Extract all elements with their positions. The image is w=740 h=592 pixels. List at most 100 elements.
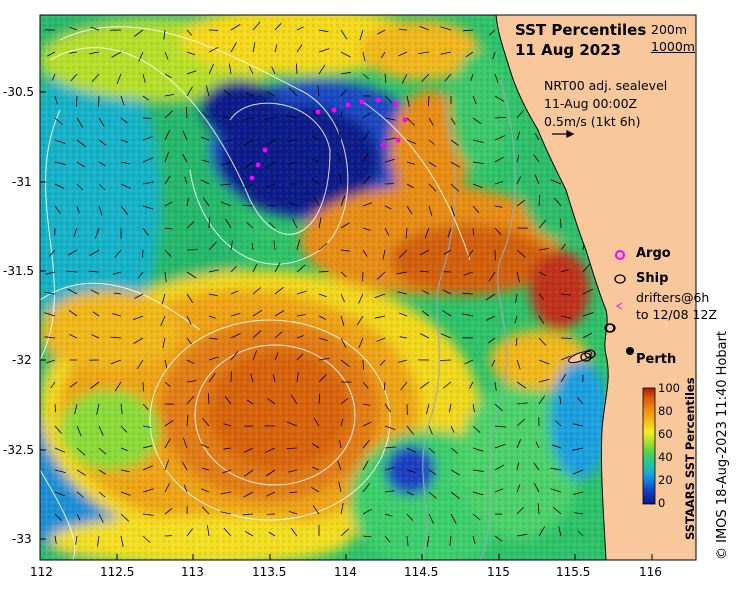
cb-tick-100: 100 <box>658 381 680 395</box>
current-vector <box>428 447 435 454</box>
current-vector <box>133 29 144 37</box>
current-vector <box>362 249 368 257</box>
current-vector <box>406 469 416 473</box>
current-time: 11-Aug 00:00Z <box>544 96 638 111</box>
current-vector <box>76 161 86 168</box>
current-vector <box>384 446 396 449</box>
current-vector <box>164 359 168 369</box>
x-tick-112-5: 112.5 <box>100 565 135 579</box>
current-vector <box>286 421 298 427</box>
x-tick-116: 116 <box>639 565 662 579</box>
current-vector <box>229 63 232 75</box>
current-vector <box>428 205 433 217</box>
current-vector <box>69 51 78 54</box>
current-vector <box>246 222 254 229</box>
current-vector <box>494 73 499 83</box>
current-vector <box>442 309 452 317</box>
current-vector <box>223 447 232 450</box>
current-vector <box>428 183 437 192</box>
current-vector <box>182 153 188 163</box>
current-vector <box>467 249 474 258</box>
current-vector <box>120 425 128 433</box>
current-vector <box>207 525 210 537</box>
current-vector <box>186 380 197 383</box>
current-vector <box>74 403 78 415</box>
current-vector <box>488 271 496 282</box>
sst-field <box>40 15 696 560</box>
current-vector <box>200 179 210 185</box>
current-vector <box>516 271 520 283</box>
x-tick-115: 115 <box>487 565 510 579</box>
current-vector <box>384 513 393 517</box>
current-vector <box>558 526 562 537</box>
current-vector <box>243 161 254 169</box>
current-vector <box>66 270 78 273</box>
current-vector <box>488 29 496 36</box>
x-tick-114-5: 114.5 <box>404 565 439 579</box>
current-vector <box>516 462 520 471</box>
current-vector <box>296 63 298 75</box>
current-vector <box>340 71 351 75</box>
current-vector <box>76 469 86 476</box>
current-vector <box>384 137 396 141</box>
current-vector <box>142 381 144 392</box>
current-vector <box>98 183 106 191</box>
current-vector <box>384 490 395 493</box>
current-vector <box>69 26 78 31</box>
current-vector <box>164 381 171 388</box>
current-vector <box>76 205 80 214</box>
current-vector <box>582 332 592 339</box>
current-vector <box>538 293 545 300</box>
current-vector <box>230 290 239 295</box>
current-vector <box>450 425 455 433</box>
current-vector <box>311 466 320 471</box>
current-vector <box>248 66 254 75</box>
current-vector <box>251 242 254 251</box>
current-vector <box>447 227 452 238</box>
current-vector <box>202 197 210 207</box>
current-vector <box>582 312 594 317</box>
y-tick-32-5: -32.5 <box>3 443 35 457</box>
current-vector <box>138 51 144 62</box>
current-vector <box>142 445 153 449</box>
current-vector <box>318 217 322 229</box>
current-vector <box>362 535 372 538</box>
current-vector <box>443 381 452 389</box>
current-vector <box>464 359 474 365</box>
current-vector <box>288 469 298 473</box>
current-vector <box>186 86 193 97</box>
current-vector <box>136 359 144 370</box>
current-vector <box>289 201 298 207</box>
current-vector <box>494 464 504 471</box>
current-vector <box>574 512 584 515</box>
current-vector <box>340 503 344 515</box>
current-vector <box>538 359 550 365</box>
x-tick-114: 114 <box>334 565 357 579</box>
current-vector <box>164 94 175 97</box>
current-vector <box>516 507 524 515</box>
current-vector <box>222 469 232 474</box>
current-vector <box>406 491 414 496</box>
current-vector <box>45 271 56 275</box>
current-vector <box>362 175 371 185</box>
current-vector <box>142 488 154 493</box>
current-vector <box>89 249 100 256</box>
current-vector <box>207 393 210 405</box>
current-vector <box>114 249 122 258</box>
current-vector <box>340 89 347 97</box>
current-vector <box>242 183 254 189</box>
y-tick-33: -33 <box>12 532 32 546</box>
current-vector <box>422 290 430 295</box>
current-vector <box>220 183 232 186</box>
ssh-contours <box>40 26 471 560</box>
current-vector <box>419 249 430 256</box>
current-vector <box>296 26 304 31</box>
current-vector <box>560 243 566 251</box>
current-vector <box>462 29 474 32</box>
ship-track <box>580 323 616 362</box>
current-vector <box>340 271 347 278</box>
perth-marker <box>626 347 634 355</box>
current-vector <box>120 139 129 143</box>
current-vector <box>397 291 408 295</box>
